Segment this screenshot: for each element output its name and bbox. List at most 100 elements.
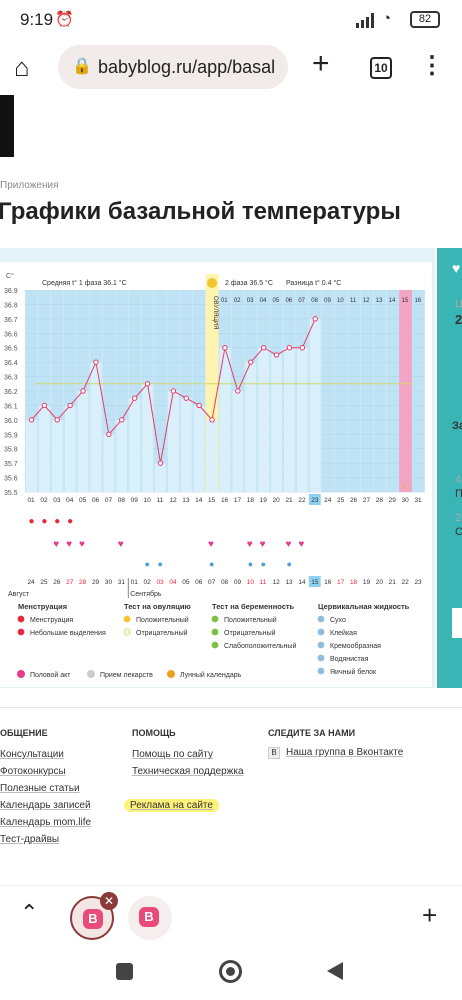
date-label: 09 xyxy=(234,579,242,586)
url-bar[interactable]: 🔒 babyblog.ru/app/basal xyxy=(58,45,288,89)
new-tab-icon[interactable]: + xyxy=(422,900,438,930)
phase2-label: 2 фаза 36.5 °C xyxy=(225,279,273,287)
temperature-point xyxy=(235,388,241,394)
footer-link-momlife[interactable]: Календарь mom.life xyxy=(0,817,92,828)
footer-link-consultations[interactable]: Консультации xyxy=(0,749,64,760)
cycle-day-label: 31 xyxy=(414,497,422,504)
page-title: Графики базальной температуры xyxy=(0,198,401,225)
month-label: Август xyxy=(8,591,30,598)
footer-link-articles[interactable]: Полезные статьи xyxy=(0,783,80,794)
new-tab-icon[interactable]: + xyxy=(312,47,330,80)
legend-item: Сухо xyxy=(330,617,346,624)
recents-icon[interactable] xyxy=(116,963,133,980)
tab-switcher-button[interactable]: 10 xyxy=(370,57,392,79)
side-snippet: 2 xyxy=(455,512,462,524)
temp-bar xyxy=(142,383,153,492)
video-thumbnail[interactable] xyxy=(0,95,14,157)
temp-bar xyxy=(258,347,270,492)
intercourse-heart-icon: ♥ xyxy=(260,539,266,550)
open-tab-thumbnail[interactable]: B ✕ xyxy=(70,892,118,940)
legend-item: Кремообразная xyxy=(330,642,381,650)
intercourse-heart-icon: ♥ xyxy=(118,539,124,550)
legend-extra-icon xyxy=(167,670,175,678)
cycle-day-label: 20 xyxy=(273,497,281,504)
top-day-label: 15 xyxy=(402,298,409,304)
cervical-drop-icon: ● xyxy=(209,559,214,569)
y-tick-label: 36.7 xyxy=(4,317,18,324)
date-label: 04 xyxy=(169,579,177,586)
legend-item: Отрицательный xyxy=(224,629,276,637)
y-tick-label: 36.8 xyxy=(4,302,18,309)
status-bar: 9:19 ⏰ ◔ 82 xyxy=(0,0,462,40)
temp-bar xyxy=(271,354,282,492)
menstruation-drop-icon: ● xyxy=(41,516,47,527)
y-tick-label: 35.8 xyxy=(4,447,18,454)
footer-vk-row[interactable]: B Наша группа в Вконтакте xyxy=(268,747,403,759)
y-tick-label: 35.6 xyxy=(4,476,18,483)
cervical-drop-icon: ● xyxy=(286,559,291,569)
cycle-day-label: 11 xyxy=(156,497,163,504)
babyblog-logo-icon: B xyxy=(83,909,103,929)
intercourse-heart-icon: ♥ xyxy=(247,539,253,550)
footer-link-calendar[interactable]: Календарь записей xyxy=(0,800,91,811)
home-icon[interactable]: ⌂ xyxy=(14,52,30,82)
footer-link-vk[interactable]: Наша группа в Вконтакте xyxy=(286,747,404,758)
more-menu-icon[interactable]: ⋮ xyxy=(420,52,444,79)
date-label: 28 xyxy=(79,579,87,586)
legend-marker xyxy=(17,615,25,623)
ovulation-sun-icon xyxy=(207,278,218,288)
cycle-day-label: 06 xyxy=(92,497,100,504)
legend-item: Яичный белок xyxy=(330,668,377,676)
date-label: 08 xyxy=(221,579,229,586)
close-icon[interactable]: ✕ xyxy=(100,892,118,910)
footer-link-site-help[interactable]: Помощь по сайту xyxy=(132,749,213,760)
temperature-point xyxy=(80,388,86,394)
cycle-day-label: 04 xyxy=(66,497,74,504)
intercourse-heart-icon: ♥ xyxy=(53,539,59,550)
chevron-up-icon[interactable]: ⌃ xyxy=(20,900,39,925)
temperature-point xyxy=(183,395,189,401)
footer-link-photo-contests[interactable]: Фотоконкурсы xyxy=(0,766,66,777)
back-icon[interactable] xyxy=(327,962,343,980)
babyblog-logo-icon: B xyxy=(139,907,159,927)
top-day-label: 11 xyxy=(350,298,357,304)
temp-bar xyxy=(167,391,179,492)
top-day-label: 09 xyxy=(324,298,331,304)
top-day-label: 06 xyxy=(285,298,292,304)
temp-bar xyxy=(26,419,37,492)
date-label: 22 xyxy=(402,579,410,586)
breadcrumb[interactable]: Приложения xyxy=(0,180,59,191)
browser-bottom-bar: ⌃ B ✕ B + xyxy=(0,885,462,950)
cycle-day-label: 02 xyxy=(40,497,48,504)
y-axis-label: С° xyxy=(6,272,14,280)
y-tick-label: 35.7 xyxy=(4,461,18,468)
footer-link-advertising[interactable]: Реклама на сайте xyxy=(124,799,219,812)
top-day-label: 03 xyxy=(247,298,254,304)
temp-bar xyxy=(206,419,218,492)
home-button-icon[interactable] xyxy=(219,960,242,983)
temperature-point xyxy=(28,417,35,423)
footer-link-tech-support[interactable]: Техническая поддержка xyxy=(132,766,244,777)
temperature-point xyxy=(299,345,306,351)
temp-bar xyxy=(103,434,115,492)
date-label: 23 xyxy=(414,579,422,586)
footer-link-test-drives[interactable]: Тест-драйвы xyxy=(0,834,60,845)
date-label: 01 xyxy=(131,579,139,586)
legend-marker xyxy=(211,615,219,623)
open-tab-thumbnail[interactable]: B xyxy=(128,896,172,940)
bbt-chart[interactable]: Средняя t° 1 фаза 36.1 °C 2 фаза 36.5 °C Р… xyxy=(0,262,432,687)
legend-marker xyxy=(123,615,131,623)
url-text[interactable]: babyblog.ru/app/basal xyxy=(98,57,276,77)
date-label: 13 xyxy=(285,579,293,586)
intercourse-heart-icon: ♥ xyxy=(298,539,304,550)
diff-label: Разница t° 0.4 °C xyxy=(286,279,341,287)
cycle-day-label: 03 xyxy=(53,497,61,504)
cycle-day-label: 29 xyxy=(389,497,397,504)
y-tick-label: 36.1 xyxy=(4,403,18,410)
legend-heading: Цервикальная жидкость xyxy=(318,602,410,611)
date-label: 30 xyxy=(105,579,113,586)
lock-icon[interactable]: 🔒 xyxy=(72,58,92,75)
menstruation-drop-icon: ● xyxy=(54,516,60,527)
battery-icon: 82 xyxy=(410,11,440,28)
temp-bar xyxy=(232,391,244,492)
